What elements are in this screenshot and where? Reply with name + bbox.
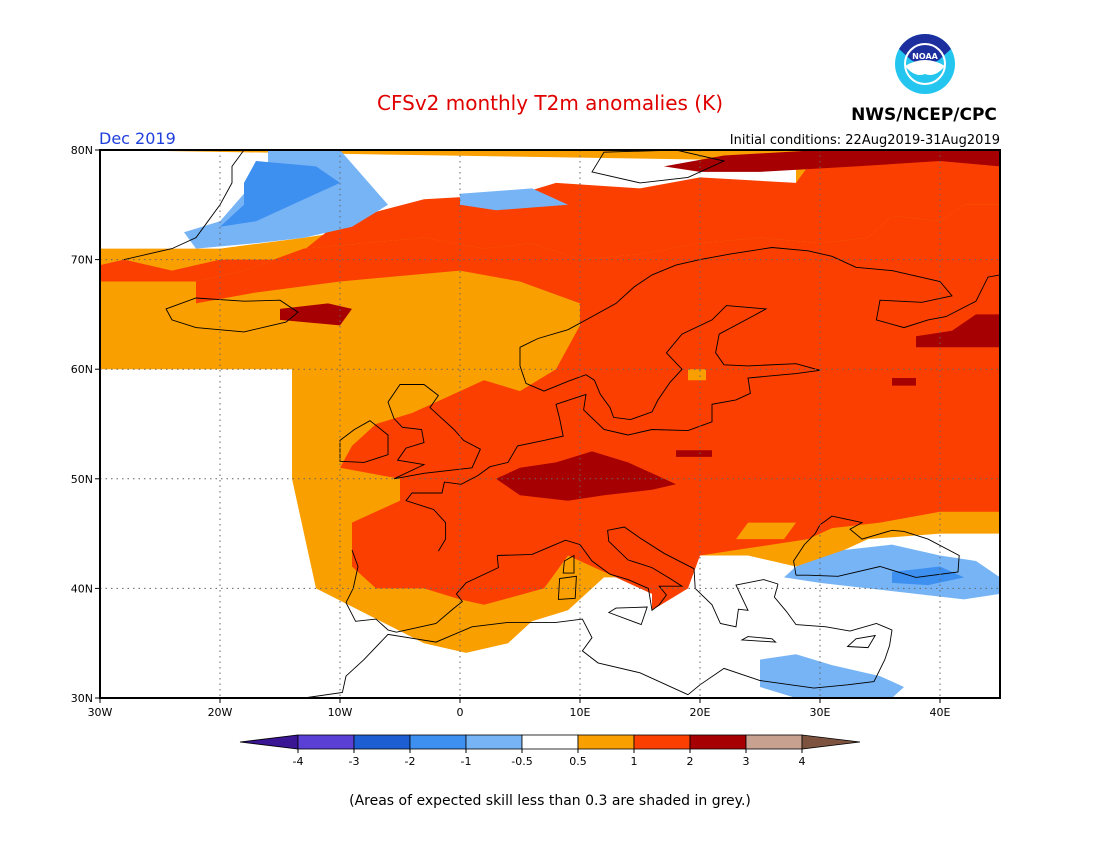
lat-label: 80N [71, 144, 93, 157]
forecast-month: Dec 2019 [99, 129, 176, 148]
legend-swatch [297, 734, 355, 750]
coast-great-britain [387, 384, 481, 480]
legend-arrow-low [239, 734, 299, 750]
coastlines [123, 150, 1100, 698]
anomaly-region [220, 161, 340, 227]
legend-label: 2 [687, 755, 694, 768]
lon-label: 20E [690, 706, 711, 719]
coast-france-atlantic [405, 369, 821, 552]
lat-label: 60N [71, 363, 93, 376]
legend-swatch [409, 734, 467, 750]
graticule [95, 149, 1000, 703]
anomaly-region [736, 522, 796, 540]
legend-label: 3 [743, 755, 750, 768]
anomaly-region [892, 378, 916, 386]
coast-cyprus [846, 634, 877, 649]
legend-arrow-high [801, 734, 861, 750]
legend-swatch [465, 734, 523, 750]
legend-label: 4 [799, 755, 806, 768]
coast-svalbard [591, 150, 726, 184]
anomaly-region [196, 204, 1000, 611]
lat-label: 30N [71, 692, 93, 705]
anomaly-region [916, 314, 1000, 348]
anomaly-region [664, 150, 1000, 172]
legend-label: -2 [405, 755, 416, 768]
coast-sicily [607, 606, 648, 626]
lon-label: 10W [328, 706, 353, 719]
anomaly-region [760, 654, 904, 698]
anomaly-region [280, 303, 352, 326]
coast-greenland-east [123, 150, 245, 261]
legend-label: -3 [349, 755, 360, 768]
skill-footnote: (Areas of expected skill less than 0.3 a… [349, 793, 751, 809]
noaa-logo-text: NOAA [912, 52, 938, 61]
legend-label: -0.5 [511, 755, 532, 768]
coast-novaya-zemlya [1072, 216, 1100, 254]
coast-scandinavia [519, 247, 1000, 421]
legend-swatch [745, 734, 803, 750]
color-legend: -4 -3 -2 -1 -0.5 0.5 1 2 3 4 [239, 734, 861, 768]
lat-label: 50N [71, 473, 93, 486]
lon-label: 10E [570, 706, 591, 719]
lat-label: 70N [71, 254, 93, 267]
coast-spain-med [396, 555, 499, 633]
lon-label: 40E [930, 706, 951, 719]
coast-corsica [562, 554, 575, 574]
coast-italy [497, 526, 779, 628]
anomaly-region [304, 643, 340, 666]
latitude-labels: 30N 40N 50N 60N 70N 80N [71, 144, 93, 705]
anomaly-region [100, 391, 280, 578]
coast-europe-atlantic [345, 549, 397, 633]
lon-label: 20W [208, 706, 233, 719]
legend-swatch [633, 734, 691, 750]
map-title: CFSv2 monthly T2m anomalies (K) [377, 91, 723, 115]
anomaly-region [676, 450, 712, 457]
coast-north-africa [303, 618, 689, 698]
agency-label: NWS/NCEP/CPC [851, 105, 997, 125]
lon-label: 30E [810, 706, 831, 719]
map-frame [99, 149, 1001, 699]
anomaly-fills [100, 150, 1000, 698]
legend-swatch [577, 734, 635, 750]
anomaly-region [100, 150, 1000, 282]
legend-swatch [521, 734, 579, 750]
legend-label: -1 [461, 755, 472, 768]
coast-turkey [687, 583, 893, 696]
initial-conditions: Initial conditions: 22Aug2019-31Aug2019 [730, 133, 1000, 148]
coast-sardinia [557, 575, 577, 600]
anomaly-region [496, 451, 676, 501]
legend-label: 0.5 [569, 755, 587, 768]
lon-label: 0 [457, 706, 464, 719]
coast-ireland [339, 420, 389, 463]
anomaly-region [688, 369, 706, 381]
coast-black-sea [793, 515, 960, 578]
legend-swatch [353, 734, 411, 750]
lon-label: 30W [88, 706, 113, 719]
lat-label: 40N [71, 582, 93, 595]
map-panel: 30W 20W 10W 0 10E 20E 30E 40E 30N 40N 50N 60N 70N 80… [71, 144, 1100, 719]
coast-crete [740, 636, 777, 643]
noaa-logo: NOAA [895, 33, 955, 94]
legend-label: -4 [293, 755, 304, 768]
anomaly-region [460, 188, 568, 211]
anomaly-region [160, 665, 184, 682]
legend-label: 1 [631, 755, 638, 768]
legend-swatch [689, 734, 747, 750]
longitude-labels: 30W 20W 10W 0 10E 20E 30E 40E [88, 706, 951, 719]
